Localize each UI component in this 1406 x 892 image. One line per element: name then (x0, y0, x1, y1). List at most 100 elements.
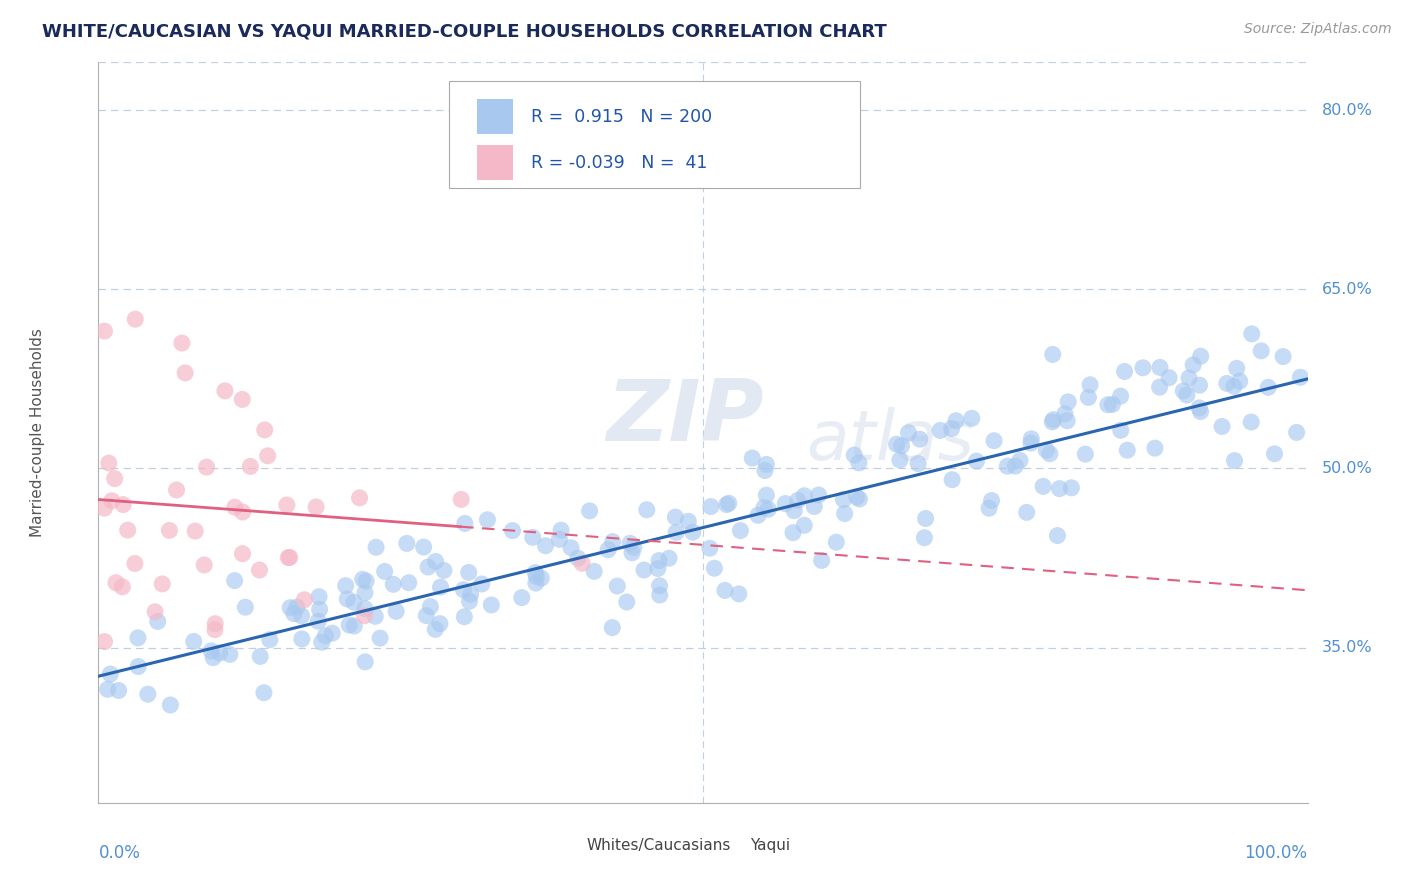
Text: R =  0.915   N = 200: R = 0.915 N = 200 (531, 108, 713, 126)
Point (166, 483, 188, 497)
Point (752, 500, 775, 515)
Text: 65.0%: 65.0% (1322, 282, 1372, 297)
Point (425, 554, 447, 568)
Text: 80.0%: 80.0% (1322, 103, 1374, 118)
Point (354, 586, 377, 600)
Text: ZIP: ZIP (606, 376, 763, 459)
Point (1132, 360, 1154, 375)
Point (600, 621, 623, 635)
Point (524, 576, 547, 591)
Point (127, 631, 149, 645)
Point (364, 541, 387, 555)
Point (457, 566, 479, 580)
Point (352, 572, 374, 586)
Point (965, 454, 987, 468)
Point (136, 687, 159, 701)
FancyBboxPatch shape (477, 99, 513, 135)
Point (983, 434, 1005, 448)
Point (775, 497, 797, 511)
Point (941, 473, 963, 487)
Point (803, 500, 825, 514)
Point (292, 592, 315, 607)
Point (200, 644, 222, 658)
Point (977, 501, 1000, 516)
Point (1189, 349, 1212, 363)
Point (454, 516, 477, 531)
Point (308, 590, 330, 604)
Point (1053, 407, 1076, 421)
Point (1157, 370, 1180, 384)
Point (844, 448, 866, 462)
Point (699, 541, 721, 556)
Point (157, 524, 180, 538)
Point (253, 423, 276, 437)
Point (596, 542, 619, 557)
Point (1101, 397, 1123, 411)
Point (793, 489, 815, 503)
Point (550, 523, 572, 537)
Point (897, 425, 920, 440)
Point (807, 488, 830, 502)
Point (648, 553, 671, 567)
Point (834, 507, 856, 521)
Point (429, 580, 451, 594)
Point (832, 492, 855, 507)
Point (124, 312, 146, 326)
Point (907, 457, 929, 471)
Point (1078, 377, 1101, 392)
Point (571, 556, 593, 570)
Point (665, 525, 688, 540)
Point (321, 626, 343, 640)
Point (93, 324, 115, 338)
Point (810, 553, 832, 567)
Point (756, 502, 779, 516)
Point (278, 550, 301, 565)
Point (703, 561, 725, 575)
Point (647, 561, 669, 575)
Point (453, 609, 475, 624)
Point (1035, 443, 1057, 458)
Point (283, 607, 305, 621)
Point (259, 632, 281, 647)
Point (1182, 358, 1205, 372)
Text: R = -0.039   N =  41: R = -0.039 N = 41 (531, 153, 707, 171)
Point (256, 449, 278, 463)
Point (648, 588, 671, 602)
Point (202, 650, 225, 665)
Point (1042, 412, 1064, 426)
Point (1223, 379, 1246, 393)
Point (208, 646, 231, 660)
Point (1015, 505, 1038, 519)
Point (143, 605, 166, 619)
Point (117, 523, 139, 537)
Point (96, 682, 118, 697)
Point (1289, 370, 1312, 384)
Point (429, 616, 451, 631)
Point (458, 594, 481, 608)
Point (349, 491, 371, 505)
Point (1285, 425, 1308, 440)
Point (548, 533, 571, 547)
Point (526, 569, 548, 583)
Point (1189, 404, 1212, 418)
Point (633, 563, 655, 577)
Point (510, 591, 533, 605)
Point (754, 463, 776, 477)
Point (1149, 380, 1171, 394)
Point (845, 490, 868, 504)
Point (398, 575, 420, 590)
Point (782, 525, 804, 540)
Point (249, 563, 271, 577)
Point (941, 421, 963, 435)
Point (1097, 398, 1119, 412)
Point (530, 571, 553, 585)
FancyBboxPatch shape (477, 145, 513, 180)
Point (453, 582, 475, 597)
Point (127, 659, 149, 673)
Point (730, 524, 752, 538)
Point (204, 623, 226, 637)
Point (1049, 482, 1071, 496)
Point (1143, 441, 1166, 455)
Point (433, 563, 456, 577)
Point (783, 503, 806, 517)
